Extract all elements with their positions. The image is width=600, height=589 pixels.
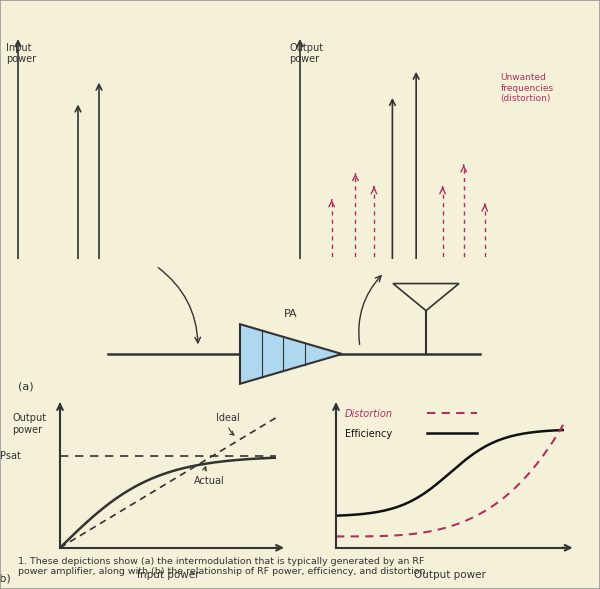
Text: Output
power: Output power bbox=[13, 413, 47, 435]
Text: f1: f1 bbox=[388, 280, 397, 290]
Text: Distortion: Distortion bbox=[345, 409, 393, 419]
Text: Actual: Actual bbox=[194, 466, 224, 486]
Text: 1. These depictions show (a) the intermodulation that is typically generated by : 1. These depictions show (a) the intermo… bbox=[18, 557, 428, 576]
Text: Input power: Input power bbox=[137, 570, 199, 580]
Text: f: f bbox=[581, 274, 584, 284]
Text: Input
power: Input power bbox=[6, 43, 36, 64]
Polygon shape bbox=[240, 324, 342, 384]
Text: Ideal: Ideal bbox=[215, 412, 239, 435]
Text: f2: f2 bbox=[94, 280, 104, 290]
Text: Output power: Output power bbox=[414, 570, 486, 580]
Text: (a): (a) bbox=[18, 382, 34, 392]
Text: Psat: Psat bbox=[0, 451, 21, 461]
Text: Efficiency: Efficiency bbox=[345, 429, 392, 439]
Text: Unwanted
frequencies
(distortion): Unwanted frequencies (distortion) bbox=[500, 73, 554, 103]
Text: f2: f2 bbox=[412, 280, 421, 290]
Text: (b): (b) bbox=[0, 573, 11, 583]
Text: f1: f1 bbox=[73, 280, 83, 290]
Text: PA: PA bbox=[284, 309, 298, 319]
Text: Output
power: Output power bbox=[289, 43, 323, 64]
Polygon shape bbox=[393, 283, 459, 310]
Text: f: f bbox=[176, 274, 181, 284]
